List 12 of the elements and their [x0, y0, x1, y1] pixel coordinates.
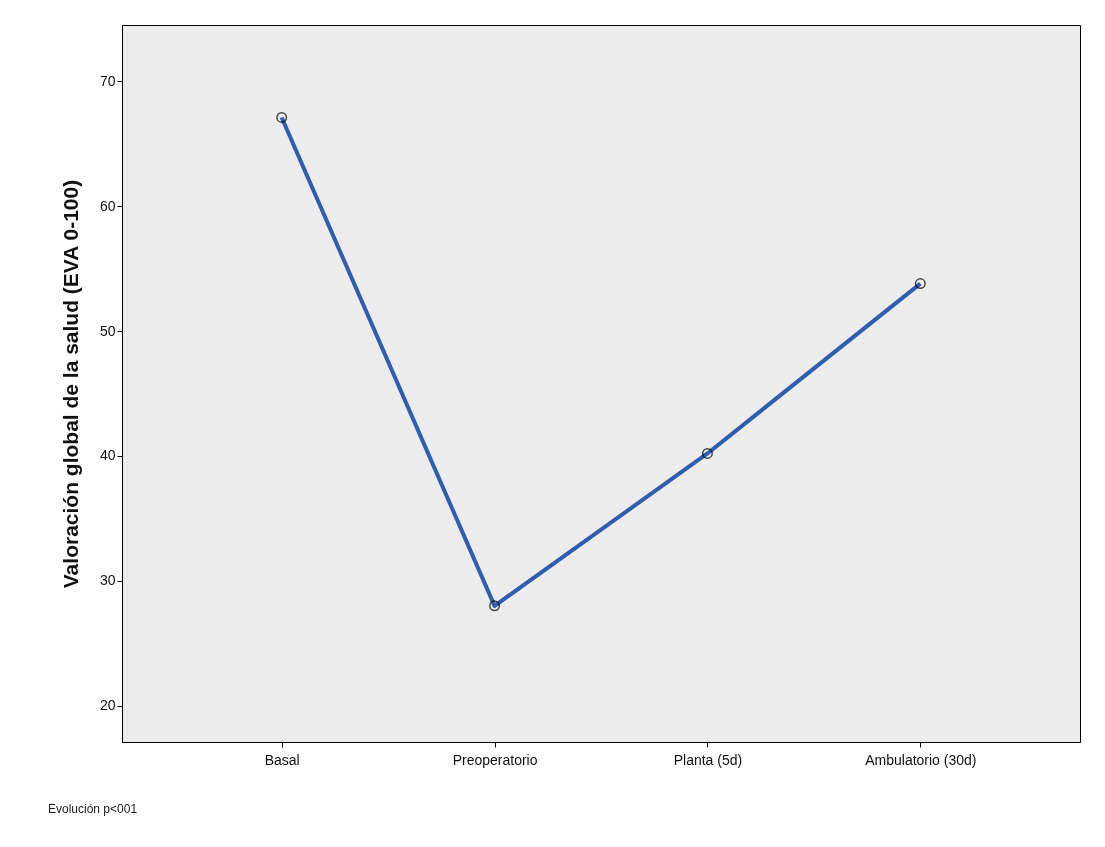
y-tick-label: 20 [99, 697, 116, 714]
y-tick-label: 30 [99, 572, 116, 589]
y-tick-label: 60 [99, 197, 116, 214]
text: Evolución p<001 [48, 802, 138, 816]
x-tick-label: Ambulatorio (30d) [865, 751, 977, 768]
x-tick-label: Planta (5d) [673, 751, 743, 768]
y-tick-label: 70 [99, 72, 116, 89]
x-tick-label: Basal [264, 751, 300, 768]
y-tick-label: 40 [99, 447, 116, 464]
x-tick-label: Preoperatorio [452, 751, 538, 768]
y-axis-title: Valoración global de la salud (EVA 0-100) [58, 179, 82, 589]
y-tick-label: 50 [99, 322, 116, 339]
